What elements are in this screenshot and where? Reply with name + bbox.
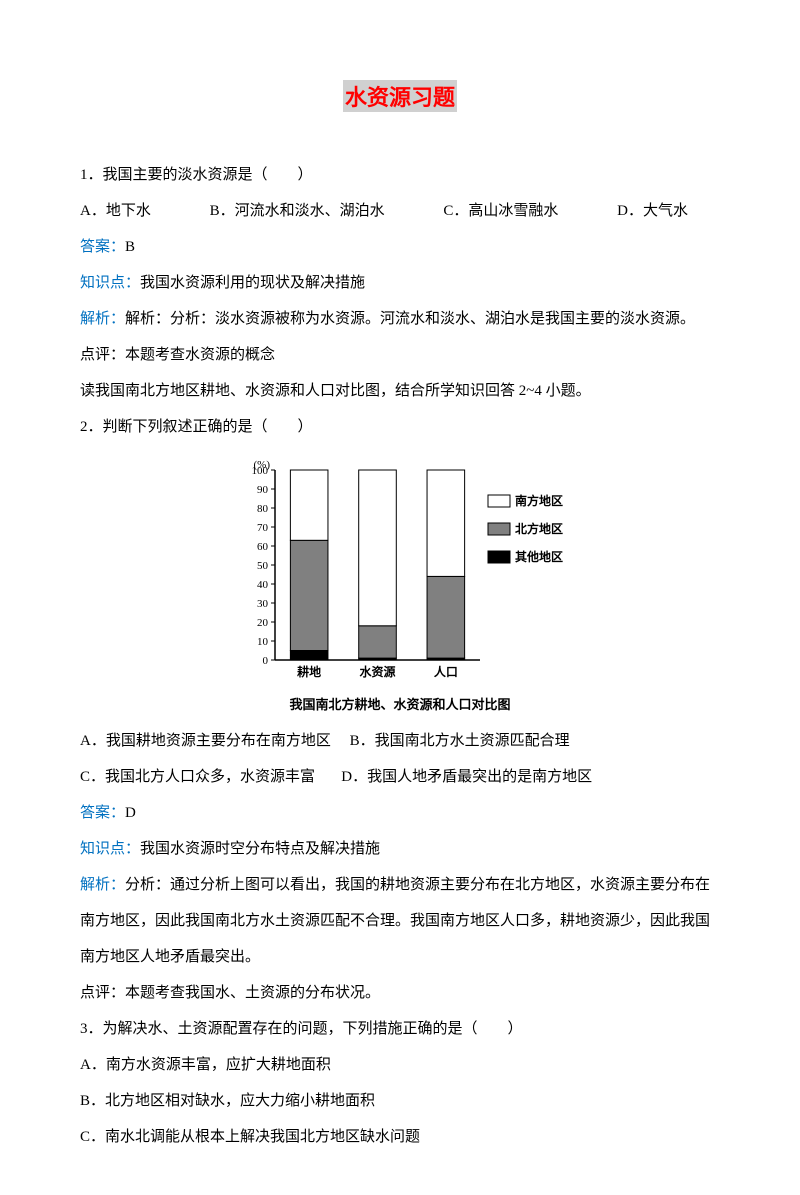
intro-text: 读我国南北方地区耕地、水资源和人口对比图，结合所学知识回答 2~4 小题。	[80, 373, 720, 409]
q3-opt-b: B．北方地区相对缺水，应大力缩小耕地面积	[80, 1083, 720, 1119]
svg-text:人口: 人口	[434, 664, 458, 679]
q1-opt-b: B．河流水和淡水、湖泊水	[210, 203, 385, 219]
q3-opt-c: C．南水北调能从根本上解决我国北方地区缺水问题	[80, 1119, 720, 1155]
q2-options-row2: C．我国北方人口众多，水资源丰富 D．我国人地矛盾最突出的是南方地区	[80, 759, 720, 795]
q1-answer-value: B	[125, 239, 135, 255]
svg-text:40: 40	[257, 579, 269, 591]
q3-stem: 3．为解决水、土资源配置存在的问题，下列措施正确的是（ ）	[80, 1011, 720, 1047]
q1-comment: 点评：本题考查水资源的概念	[80, 337, 720, 373]
knowledge-label: 知识点：	[80, 841, 140, 857]
q2-knowledge: 知识点：我国水资源时空分布特点及解决措施	[80, 831, 720, 867]
q1-opt-a: A．地下水	[80, 203, 151, 219]
q3-opt-a: A．南方水资源丰富，应扩大耕地面积	[80, 1047, 720, 1083]
analysis-label: 解析：	[80, 311, 125, 327]
svg-text:耕地: 耕地	[297, 664, 321, 679]
q2-answer: 答案：D	[80, 795, 720, 831]
chart-caption: 我国南北方耕地、水资源和人口对比图	[80, 694, 720, 713]
q2-analysis-value: 分析：通过分析上图可以看出，我国的耕地资源主要分布在北方地区，水资源主要分布在南…	[80, 877, 710, 965]
q2-opt-c: C．我国北方人口众多，水资源丰富	[80, 769, 315, 785]
svg-text:其他地区: 其他地区	[515, 549, 563, 564]
svg-text:30: 30	[257, 598, 269, 610]
q1-knowledge: 知识点：我国水资源利用的现状及解决措施	[80, 265, 720, 301]
q2-opt-d: D．我国人地矛盾最突出的是南方地区	[341, 769, 592, 785]
q2-options-row1: A．我国耕地资源主要分布在南方地区 B．我国南北方水土资源匹配合理	[80, 723, 720, 759]
q1-options: A．地下水 B．河流水和淡水、湖泊水 C．高山冰雪融水 D．大气水	[80, 193, 720, 229]
svg-text:水资源: 水资源	[359, 664, 395, 679]
q2-answer-value: D	[125, 805, 136, 821]
svg-text:北方地区: 北方地区	[515, 521, 563, 536]
svg-text:100: 100	[252, 465, 269, 477]
q1-opt-d: D．大气水	[617, 203, 688, 219]
q1-analysis-value: 解析：分析：淡水资源被称为水资源。河流水和淡水、湖泊水是我国主要的淡水资源。	[125, 311, 695, 327]
page-title: 水资源习题	[343, 80, 457, 112]
q2-analysis: 解析：分析：通过分析上图可以看出，我国的耕地资源主要分布在北方地区，水资源主要分…	[80, 867, 720, 975]
analysis-label: 解析：	[80, 877, 125, 893]
q1-stem: 1．我国主要的淡水资源是（ ）	[80, 157, 720, 193]
answer-label: 答案：	[80, 239, 125, 255]
q1-knowledge-value: 我国水资源利用的现状及解决措施	[140, 275, 365, 291]
q2-opt-a: A．我国耕地资源主要分布在南方地区	[80, 733, 331, 749]
svg-text:60: 60	[257, 541, 269, 553]
svg-text:90: 90	[257, 484, 269, 496]
q2-stem: 2．判断下列叙述正确的是（ ）	[80, 409, 720, 445]
q1-answer: 答案：B	[80, 229, 720, 265]
q1-opt-c: C．高山冰雪融水	[443, 203, 558, 219]
svg-text:0: 0	[263, 655, 269, 667]
comparison-chart: (%)0102030405060708090100耕地水资源人口南方地区北方地区…	[80, 455, 720, 713]
q1-analysis: 解析：解析：分析：淡水资源被称为水资源。河流水和淡水、湖泊水是我国主要的淡水资源…	[80, 301, 720, 337]
q2-knowledge-value: 我国水资源时空分布特点及解决措施	[140, 841, 380, 857]
knowledge-label: 知识点：	[80, 275, 140, 291]
svg-text:10: 10	[257, 636, 269, 648]
svg-text:80: 80	[257, 503, 269, 515]
svg-text:70: 70	[257, 522, 269, 534]
q2-comment: 点评：本题考查我国水、土资源的分布状况。	[80, 975, 720, 1011]
svg-text:20: 20	[257, 617, 269, 629]
chart-svg: (%)0102030405060708090100耕地水资源人口南方地区北方地区…	[230, 455, 570, 685]
q2-opt-b: B．我国南北方水土资源匹配合理	[350, 733, 570, 749]
svg-text:50: 50	[257, 560, 269, 572]
svg-text:南方地区: 南方地区	[515, 493, 563, 508]
answer-label: 答案：	[80, 805, 125, 821]
